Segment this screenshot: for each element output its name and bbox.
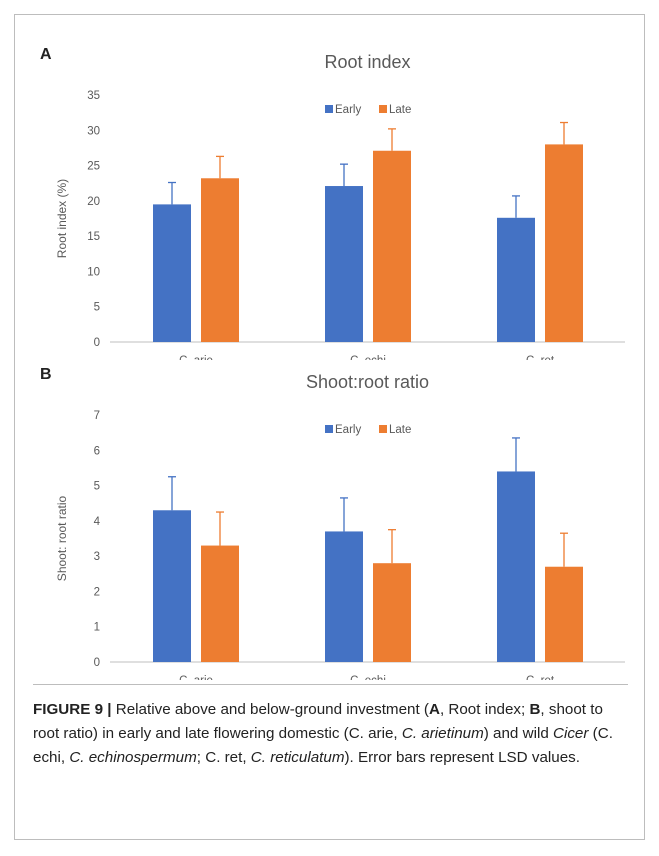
caption-part: B	[529, 701, 541, 718]
figure-frame	[14, 14, 645, 840]
shoot-root-y-tick-label: 4	[94, 516, 101, 528]
shoot-root-legend-label-early: Early	[335, 424, 361, 436]
root-index-legend-swatch-early	[325, 105, 333, 113]
figure-caption: FIGURE 9 | Relative above and below-grou…	[33, 698, 628, 770]
root-index-chart-title: Root index	[324, 52, 410, 72]
shoot-root-chart-title: Shoot:root ratio	[306, 372, 429, 392]
root-index-y-tick-label: 25	[87, 161, 100, 173]
root-index-y-tick-label: 30	[87, 125, 100, 137]
shoot-root-bar-early	[497, 471, 535, 662]
caption-part: ). Error bars represent LSD values.	[344, 749, 580, 766]
caption-part: ) and wild	[483, 725, 553, 742]
shoot-root-y-axis-label: Shoot: root ratio	[55, 495, 69, 581]
root-index-bar-late	[201, 178, 239, 342]
shoot-root-bar-early	[153, 510, 191, 662]
shoot-root-legend-swatch-late	[379, 425, 387, 433]
caption-part: C. arietinum	[401, 725, 484, 742]
root-index-y-tick-label: 10	[87, 266, 100, 278]
shoot-root-ratio-chart: Shoot:root ratio Shoot: root ratio 0 1 2 3 4 5 6…	[55, 372, 625, 680]
caption-text: Relative above and below-ground investme…	[33, 701, 613, 766]
root-index-x-tick-label: C. echi	[350, 355, 386, 360]
root-index-legend-label-early: Early	[335, 104, 361, 116]
caption-part: , shoot to root ratio) in early and late…	[33, 701, 603, 742]
shoot-root-x-tick-label: C. echi	[350, 675, 386, 680]
caption-part: Relative above and below-ground investme…	[115, 701, 429, 718]
caption-part: Cicer	[553, 725, 589, 742]
shoot-root-x-tick-label: C. ret	[526, 675, 555, 680]
root-index-bar-early	[325, 186, 363, 342]
shoot-root-x-tick-label: C. arie	[179, 675, 213, 680]
shoot-root-y-tick-label: 7	[94, 410, 100, 422]
shoot-root-bar-late	[373, 563, 411, 662]
shoot-root-legend-label-late: Late	[389, 424, 411, 436]
root-index-bar-early	[153, 204, 191, 342]
root-index-chart: Root index Root index (%) 0 5 10 15 20 25 30 35 C.…	[55, 52, 625, 360]
root-index-y-tick-label: 35	[87, 90, 100, 102]
shoot-root-y-tick-label: 3	[94, 551, 100, 563]
panel-a-letter: A	[40, 46, 52, 63]
caption-label: FIGURE 9	[33, 701, 104, 718]
root-index-x-tick-label: C. arie	[179, 355, 213, 360]
caption-part: A	[428, 701, 440, 718]
caption-separator: |	[107, 701, 112, 718]
caption-part: C. reticulatum	[250, 749, 345, 766]
shoot-root-bar-late	[545, 566, 583, 662]
shoot-root-y-tick-label: 5	[94, 481, 100, 493]
root-index-y-tick-label: 20	[87, 196, 100, 208]
root-index-bar-early	[497, 217, 535, 342]
caption-part: (C. echi,	[33, 725, 613, 766]
shoot-root-legend-swatch-early	[325, 425, 333, 433]
shoot-root-y-tick-label: 1	[94, 622, 100, 634]
root-index-bar-late	[545, 144, 583, 342]
shoot-root-bar-early	[325, 531, 363, 662]
caption-part: ; C. ret,	[196, 749, 251, 766]
root-index-legend-label-late: Late	[389, 104, 411, 116]
shoot-root-y-tick-label: 2	[94, 586, 100, 598]
root-index-legend-swatch-late	[379, 105, 387, 113]
caption-part: , Root index;	[439, 701, 530, 718]
root-index-y-tick-label: 5	[94, 302, 100, 314]
caption-part: C. echinospermum	[69, 749, 197, 766]
root-index-y-axis-label: Root index (%)	[55, 179, 69, 258]
root-index-y-tick-label: 0	[94, 337, 100, 349]
root-index-y-tick-label: 15	[87, 231, 100, 243]
panel-b-letter: B	[40, 366, 52, 383]
root-index-bar-late	[373, 150, 411, 342]
root-index-x-tick-label: C. ret	[526, 355, 555, 360]
shoot-root-y-tick-label: 6	[94, 445, 100, 457]
shoot-root-y-tick-label: 0	[94, 657, 100, 669]
caption-divider-line	[33, 684, 628, 685]
shoot-root-bar-late	[201, 545, 239, 662]
